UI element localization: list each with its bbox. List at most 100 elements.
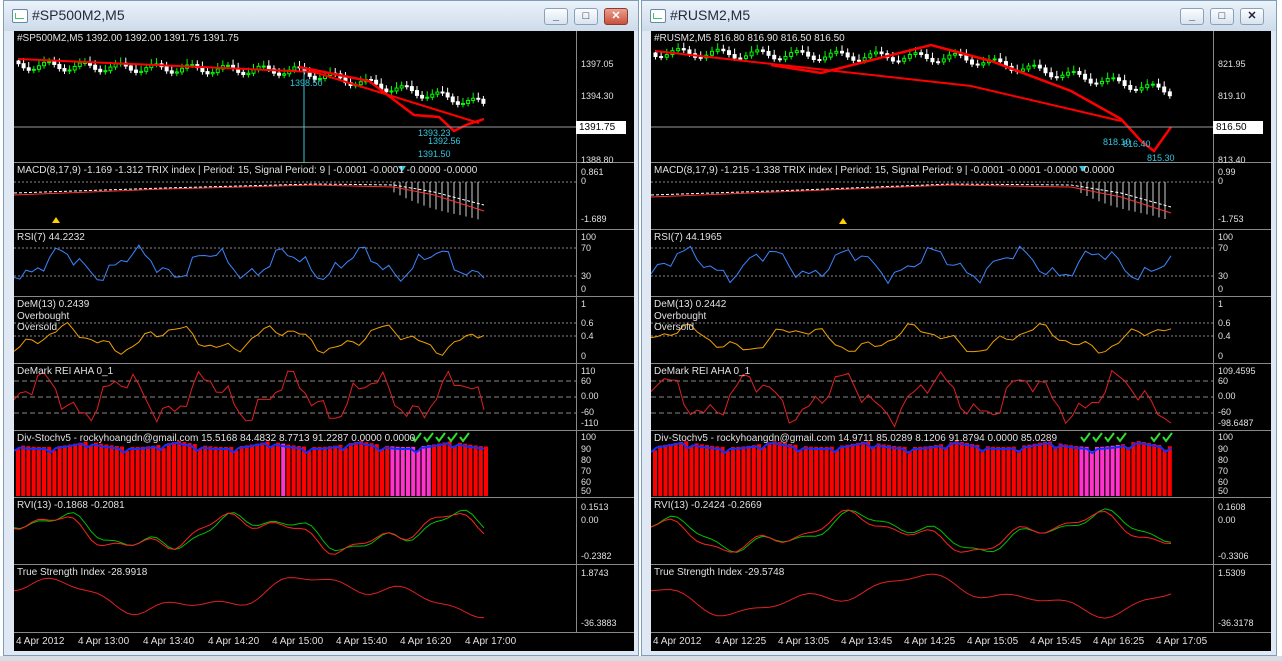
rsi-pane[interactable]: RSI(7) 44.2232 100 70 30 0 bbox=[14, 230, 634, 297]
rvi-pane[interactable]: RVI(13) -0.2424 -0.2669 0.1608 0.00 -0.3… bbox=[651, 498, 1271, 565]
tsi-axis[interactable]: 1.5309 -36.3178 bbox=[1213, 565, 1271, 632]
candle bbox=[1020, 68, 1025, 72]
candle bbox=[789, 52, 794, 57]
rsi-pane[interactable]: RSI(7) 44.1965 100 70 30 0 bbox=[651, 230, 1271, 297]
overbought-label: Overbought bbox=[17, 311, 70, 322]
stoch-bar bbox=[224, 446, 228, 496]
stoch-bar bbox=[333, 445, 338, 496]
stoch-axis[interactable]: 100 90 80 70 60 50 bbox=[1213, 431, 1271, 497]
price-axis[interactable]: 821.95 819.10 816.50 813.40 bbox=[1213, 31, 1271, 165]
window-titlebar[interactable]: #RUSM2,M5 _ □ ✕ bbox=[642, 1, 1276, 31]
candle bbox=[777, 58, 782, 61]
price-tick: 1394.30 bbox=[581, 91, 614, 101]
time-tick: 4 Apr 13:05 bbox=[778, 636, 830, 647]
chart-window-sp500[interactable]: #SP500M2,M5 _ □ ✕ #SP500M2,M5 1392.00 13… bbox=[3, 0, 639, 656]
macd-axis[interactable]: 0.99 0 -1.753 bbox=[1213, 163, 1271, 229]
stoch-bar bbox=[83, 441, 88, 496]
stoch-bar bbox=[871, 446, 876, 496]
macd-pane[interactable]: MACD(8,17,9) -1.169 -1.312 TRIX index | … bbox=[14, 163, 634, 230]
stoch-bar bbox=[1079, 446, 1084, 496]
chart-window-rus[interactable]: #RUSM2,M5 _ □ ✕ #RUSM2,M5 816.80 816.90 … bbox=[641, 0, 1277, 656]
stoch-pane[interactable]: Div-Stochv5 - rockyhoangdn@gmail.com 15.… bbox=[14, 431, 634, 498]
stoch-bar bbox=[1074, 445, 1079, 496]
rvi-signal-line bbox=[14, 512, 485, 555]
time-tick: 4 Apr 14:20 bbox=[208, 636, 260, 647]
macd-pane[interactable]: MACD(8,17,9) -1.215 -1.338 TRIX index | … bbox=[651, 163, 1271, 230]
stoch-bar bbox=[949, 442, 954, 496]
dem-pane[interactable]: DeM(13) 0.2439 Overbought Oversold 1 0.6… bbox=[14, 297, 634, 364]
candle bbox=[394, 87, 399, 92]
minimize-button[interactable]: _ bbox=[1180, 8, 1204, 25]
rvi-main-line bbox=[14, 509, 485, 552]
candle bbox=[460, 102, 465, 105]
dem-axis[interactable]: 1 0.6 0.4 0 bbox=[576, 297, 634, 363]
price-pane[interactable]: #SP500M2,M5 1392.00 1392.00 1391.75 1391… bbox=[14, 31, 634, 165]
stoch-bar bbox=[1063, 444, 1068, 496]
macd-axis[interactable]: 0.861 0 -1.689 bbox=[576, 163, 634, 229]
rsi-axis[interactable]: 100 70 30 0 bbox=[576, 230, 634, 296]
time-axis[interactable]: 4 Apr 2012 4 Apr 13:00 4 Apr 13:40 4 Apr… bbox=[14, 633, 634, 651]
time-axis[interactable]: 4 Apr 2012 4 Apr 12:25 4 Apr 13:05 4 Apr… bbox=[651, 633, 1271, 651]
tsi-pane[interactable]: True Strength Index -28.9918 1.8743 -36.… bbox=[14, 565, 634, 633]
close-button[interactable]: ✕ bbox=[1240, 8, 1264, 25]
candle bbox=[1060, 74, 1065, 79]
stoch-bar bbox=[265, 441, 270, 496]
rei-axis[interactable]: 110 60 0.00 -60 -110 bbox=[576, 364, 634, 430]
chart-client-area[interactable]: #RUSM2,M5 816.80 816.90 816.50 816.50 81… bbox=[651, 31, 1271, 651]
tsi-line bbox=[651, 573, 1172, 619]
close-button[interactable]: ✕ bbox=[604, 8, 628, 25]
rvi-svg bbox=[14, 509, 485, 555]
maximize-button[interactable]: □ bbox=[1210, 8, 1234, 25]
candle bbox=[772, 54, 777, 60]
rei-axis[interactable]: 109.4595 60 0.00 -60 -98.6487 bbox=[1213, 364, 1271, 430]
minimize-button[interactable]: _ bbox=[544, 8, 568, 25]
rvi-axis[interactable]: 0.1513 0.00 -0.2382 bbox=[576, 498, 634, 564]
stoch-bar bbox=[824, 446, 829, 496]
rvi-axis[interactable]: 0.1608 0.00 -0.3306 bbox=[1213, 498, 1271, 564]
maximize-button[interactable]: □ bbox=[574, 8, 598, 25]
macd-tick: 0 bbox=[1218, 176, 1224, 186]
rvi-pane[interactable]: RVI(13) -0.1868 -0.2081 0.1513 0.00 -0.2… bbox=[14, 498, 634, 565]
stoch-bar bbox=[1095, 446, 1099, 496]
window-titlebar[interactable]: #SP500M2,M5 _ □ ✕ bbox=[4, 1, 638, 31]
tsi-svg bbox=[14, 577, 485, 619]
macd-label: MACD(8,17,9) -1.215 -1.338 TRIX index | … bbox=[654, 165, 1115, 176]
rsi-tick: 100 bbox=[1218, 232, 1234, 242]
check-icons bbox=[1080, 432, 1173, 443]
tsi-axis[interactable]: 1.8743 -36.3883 bbox=[576, 565, 634, 632]
stoch-bar bbox=[99, 443, 104, 496]
oversold-label: Oversold bbox=[654, 322, 695, 333]
chart-client-area[interactable]: #SP500M2,M5 1392.00 1392.00 1391.75 1391… bbox=[14, 31, 634, 651]
stoch-bar bbox=[380, 449, 384, 496]
macd-signal bbox=[14, 183, 485, 206]
rvi-signal-line bbox=[651, 509, 1172, 553]
dem-axis[interactable]: 1 0.6 0.4 0 bbox=[1213, 297, 1271, 363]
stoch-bar bbox=[57, 446, 62, 496]
candle bbox=[292, 66, 297, 71]
stoch-axis[interactable]: 100 90 80 70 60 50 bbox=[576, 431, 634, 497]
stoch-bar bbox=[1157, 444, 1162, 496]
stoch-bar bbox=[897, 446, 902, 496]
stoch-bar bbox=[78, 442, 83, 496]
overbought-label: Overbought bbox=[654, 311, 707, 322]
rsi-axis[interactable]: 100 70 30 0 bbox=[1213, 230, 1271, 296]
candle bbox=[425, 96, 430, 99]
price-label: #RUSM2,M5 816.80 816.90 816.50 816.50 bbox=[654, 33, 845, 44]
stoch-bar bbox=[400, 446, 405, 496]
price-axis[interactable]: 1397.05 1394.30 1391.75 1388.80 bbox=[576, 31, 634, 165]
stoch-tick: 60 bbox=[581, 477, 592, 487]
dem-pane[interactable]: DeM(13) 0.2442 Overbought Oversold 1 0.6… bbox=[651, 297, 1271, 364]
candle bbox=[975, 63, 980, 66]
stoch-bars bbox=[16, 441, 488, 496]
candle bbox=[868, 53, 873, 59]
rei-pane[interactable]: DeMark REI AHA 0_1 110 60 0.00 -60 -110 bbox=[14, 364, 634, 431]
candle bbox=[930, 57, 935, 63]
stoch-bar bbox=[88, 445, 93, 496]
price-pane[interactable]: #RUSM2,M5 816.80 816.90 816.50 816.50 81… bbox=[651, 31, 1271, 165]
tsi-tick: -36.3178 bbox=[1218, 618, 1254, 628]
stoch-pane[interactable]: Div-Stochv5 - rockyhoangdn@gmail.com 14.… bbox=[651, 431, 1271, 498]
candle bbox=[698, 56, 703, 59]
rei-pane[interactable]: DeMark REI AHA 0_1 109.4595 60 0.00 -60 … bbox=[651, 364, 1271, 431]
tsi-pane[interactable]: True Strength Index -29.5748 1.5309 -36.… bbox=[651, 565, 1271, 633]
rei-svg bbox=[651, 369, 1213, 428]
